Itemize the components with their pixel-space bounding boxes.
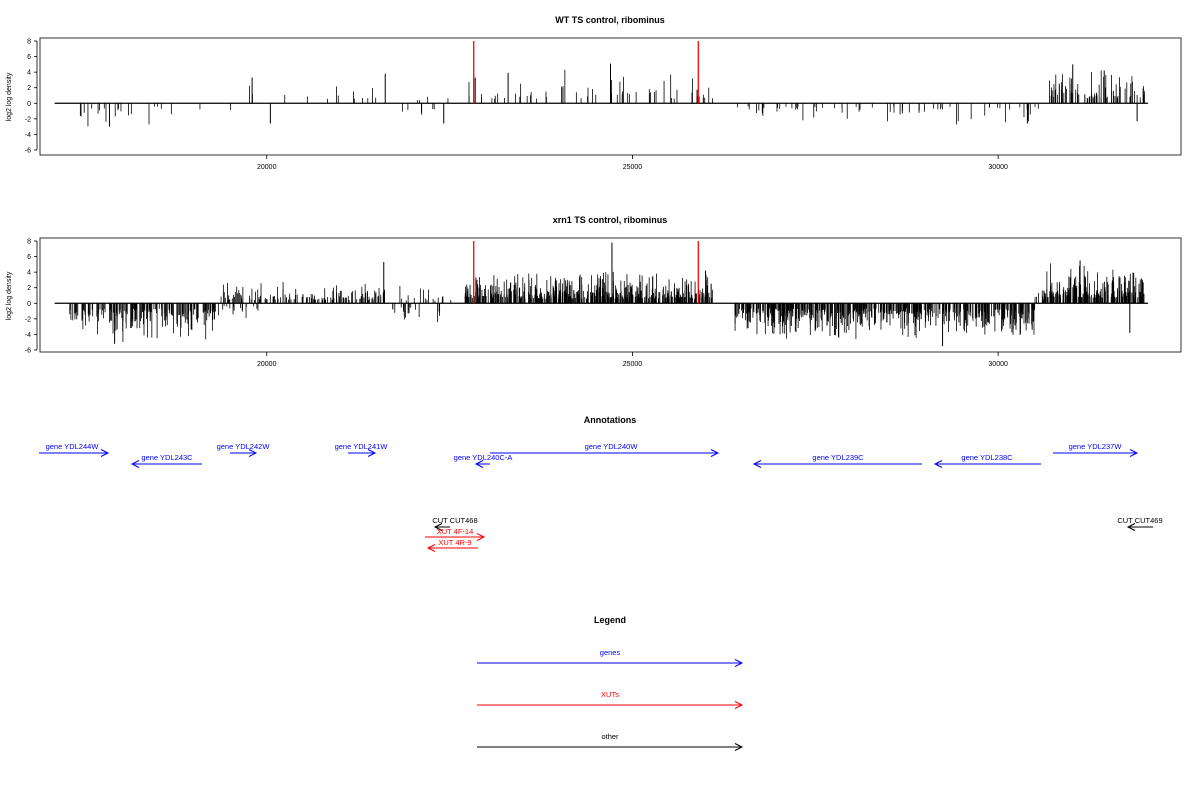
y-tick-label: -6: [25, 348, 31, 355]
xut-feature-label: XUT 4R-9: [438, 538, 471, 547]
gene-feature-label: gene YDL240C-A: [454, 453, 513, 462]
y-tick-label: 4: [27, 270, 31, 277]
legend-gene-label: genes: [600, 648, 621, 657]
legend-items: genes XUTs other: [477, 648, 744, 751]
y-tick-label: -4: [25, 132, 31, 139]
gene-feature: gene YDL240C-A: [454, 453, 513, 468]
gene-feature-label: gene YDL242W: [217, 442, 271, 451]
legend-other-label: other: [601, 732, 619, 741]
gene-feature: gene YDL238C: [933, 453, 1041, 468]
annotations-title: Annotations: [584, 415, 637, 425]
y-tick-label: -2: [25, 316, 31, 323]
xrn1-density-panel: xrn1 TS control, ribominus log2 log dens…: [6, 215, 1182, 368]
xrn1-y-axis: -6 -4 -2 0 2 4 6 8: [25, 239, 38, 355]
gene-feature: gene YDL239C: [752, 453, 922, 468]
other-feature-label: CUT CUT469: [1117, 516, 1162, 525]
y-tick-label: 4: [27, 70, 31, 77]
wt-y-axis: -6 -4 -2 0 2 4 6 8: [25, 39, 38, 155]
wt-x-axis: 20000 25000 30000: [257, 155, 1008, 171]
wt-panel-title: WT TS control, ribominus: [555, 15, 665, 25]
gene-feature: gene YDL237W: [1053, 442, 1139, 457]
wt-density-panel: WT TS control, ribominus log2 log densit…: [6, 15, 1182, 171]
y-tick-label: 8: [27, 239, 31, 246]
y-tick-label: 0: [27, 101, 31, 108]
annotation-features: gene YDL244W gene YDL243C gene YDL242W gene…: [39, 442, 1163, 552]
legend-xut-arrow: XUTs: [477, 690, 744, 709]
x-tick-label: 30000: [988, 164, 1008, 171]
y-tick-label: -2: [25, 116, 31, 123]
gene-feature-label: gene YDL243C: [141, 453, 193, 462]
y-tick-label: 0: [27, 301, 31, 308]
gene-feature: gene YDL242W: [217, 442, 271, 457]
xrn1-y-axis-label: log2 log density: [6, 271, 13, 320]
wt-plot-frame: [39, 37, 1182, 156]
other-feature: CUT CUT468: [432, 516, 478, 531]
x-tick-label: 25000: [623, 361, 643, 368]
y-tick-label: 6: [27, 254, 31, 261]
x-tick-label: 30000: [988, 361, 1008, 368]
xut-feature: XUT 4R-9: [426, 538, 478, 552]
y-tick-label: -6: [25, 148, 31, 155]
x-tick-label: 20000: [257, 164, 277, 171]
gene-feature-label: gene YDL240W: [585, 442, 639, 451]
other-feature-label: CUT CUT468: [432, 516, 477, 525]
xut-feature-label: XUT 4F-14: [437, 527, 474, 536]
y-tick-label: 8: [27, 39, 31, 46]
gene-feature-label: gene YDL239C: [812, 453, 864, 462]
xrn1-position-markers: [473, 241, 699, 304]
x-tick-label: 20000: [257, 361, 277, 368]
gene-feature: gene YDL240W: [490, 442, 720, 457]
legend-other-arrow: other: [477, 732, 744, 751]
other-feature: CUT CUT469: [1117, 516, 1163, 531]
xrn1-x-axis: 20000 25000 30000: [257, 352, 1008, 368]
xrn1-density-bars: [54, 242, 1149, 347]
y-tick-label: -4: [25, 332, 31, 339]
x-tick-label: 25000: [623, 164, 643, 171]
gene-feature-label: gene YDL237W: [1069, 442, 1123, 451]
y-tick-label: 2: [27, 285, 31, 292]
gene-feature: gene YDL244W: [39, 442, 110, 457]
legend: Legend genes XUTs other: [477, 615, 744, 751]
gene-feature-label: gene YDL238C: [961, 453, 1013, 462]
xrn1-plot-frame: [39, 237, 1182, 353]
gene-feature-label: gene YDL241W: [335, 442, 389, 451]
legend-title: Legend: [594, 615, 626, 625]
y-tick-label: 2: [27, 85, 31, 92]
gene-feature: gene YDL243C: [130, 453, 202, 468]
wt-y-axis-label: log2 log density: [6, 72, 13, 121]
xrn1-panel-title: xrn1 TS control, ribominus: [553, 215, 668, 225]
gene-feature: gene YDL241W: [335, 442, 389, 457]
xut-feature: XUT 4F-14: [425, 527, 486, 541]
gene-feature-label: gene YDL244W: [46, 442, 100, 451]
y-tick-label: 6: [27, 54, 31, 61]
wt-position-markers: [473, 41, 699, 104]
wt-density-bars: [54, 63, 1149, 127]
legend-gene-arrow: genes: [477, 648, 744, 667]
legend-xut-label: XUTs: [601, 690, 619, 699]
